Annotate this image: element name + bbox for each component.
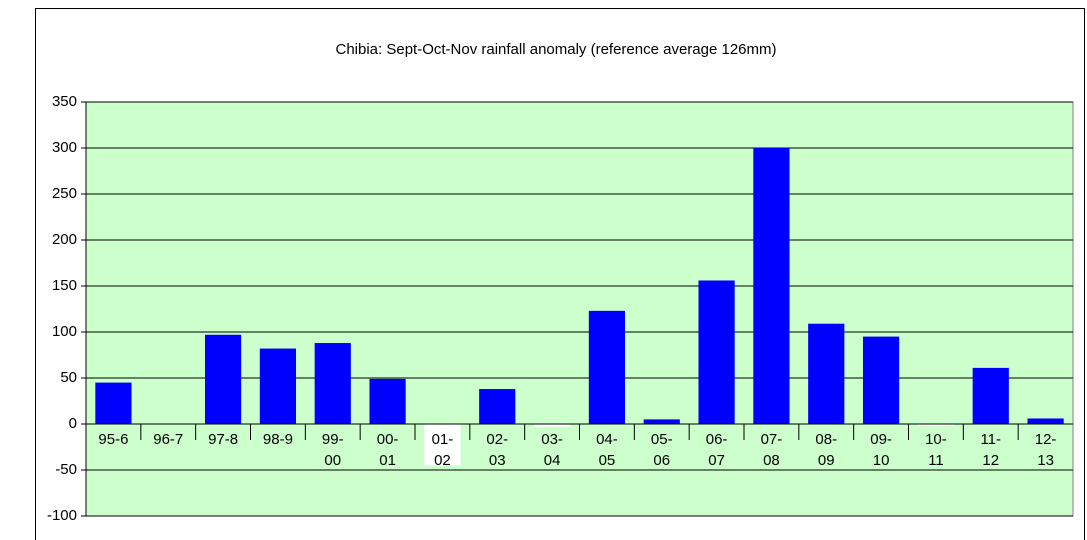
bar (972, 367, 1009, 424)
y-tick-label: -50 (55, 461, 77, 478)
bar (204, 334, 242, 424)
y-tick-label: 350 (52, 93, 77, 110)
x-tick-label: 99-00 (321, 431, 344, 469)
x-tick-label: 09-10 (870, 431, 892, 469)
y-tick-label: 150 (52, 277, 77, 294)
bar (808, 323, 845, 424)
y-tick-label: 100 (52, 323, 77, 340)
x-tick-label: 08-09 (815, 431, 838, 469)
bar (1027, 418, 1064, 424)
bar (917, 424, 955, 426)
bar (533, 424, 571, 427)
x-tick-label: 95-6 (98, 431, 129, 448)
bar (259, 348, 297, 424)
bar (862, 336, 900, 424)
y-tick-label: -100 (47, 507, 77, 524)
bar (643, 419, 680, 424)
y-tick-label: 200 (52, 231, 77, 248)
bar (95, 382, 132, 424)
bar (753, 148, 790, 424)
x-tick-label: 11-12 (980, 431, 1002, 469)
x-tick-label: 05-06 (650, 431, 673, 469)
x-tick-label: 00-01 (376, 431, 399, 469)
bar (314, 343, 351, 424)
x-tick-label: 02-03 (486, 431, 509, 469)
x-tick-label: 12-13 (1034, 431, 1057, 469)
y-tick-label: 0 (69, 415, 77, 432)
bar (588, 310, 626, 424)
y-tick-label: 250 (52, 185, 77, 202)
x-tick-label: 06-07 (705, 431, 728, 469)
bar (369, 378, 406, 424)
y-tick-label: 50 (60, 369, 77, 386)
x-tick-label: 04-05 (596, 431, 618, 469)
x-tick-label: 03-04 (541, 431, 563, 469)
bar (424, 424, 461, 466)
x-tick-label: 98-9 (262, 431, 293, 448)
x-tick-label: 97-8 (208, 431, 239, 448)
x-tick-label: 07-08 (760, 431, 783, 469)
chart-title: Chibia: Sept-Oct-Nov rainfall anomaly (r… (335, 41, 776, 58)
y-tick-label: 300 (52, 139, 77, 156)
bar (479, 389, 516, 424)
plot-area (85, 101, 1074, 517)
x-tick-label: 10-11 (925, 431, 947, 469)
x-tick-label: 96-7 (153, 431, 184, 448)
bar (698, 280, 735, 424)
x-tick-label: 01-02 (431, 431, 454, 469)
